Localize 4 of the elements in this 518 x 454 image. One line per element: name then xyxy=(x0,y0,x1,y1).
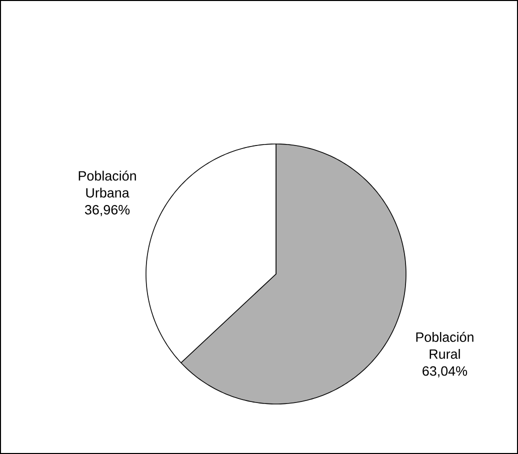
slice-label: Población Rural xyxy=(416,332,474,359)
data-label: 63,04% xyxy=(422,366,468,378)
slice-label: Población Urbana xyxy=(78,170,136,198)
data-label: 36,96% xyxy=(84,205,130,216)
